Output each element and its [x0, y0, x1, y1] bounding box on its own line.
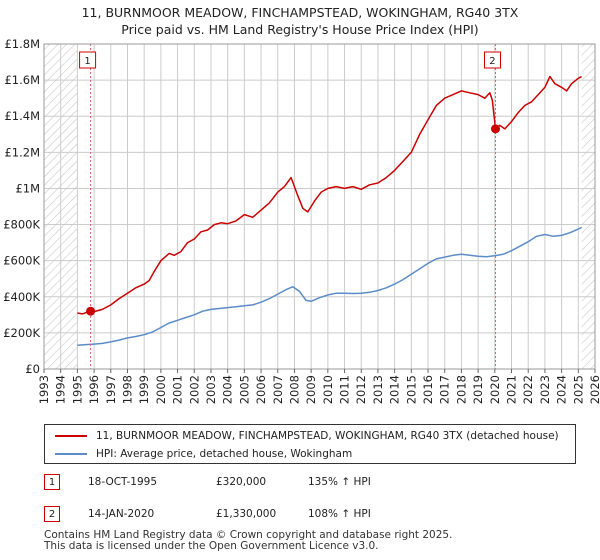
legend-label-hpi: HPI: Average price, detached house, Woki… [96, 448, 353, 460]
sale-price-1: £320,000 [216, 476, 267, 488]
x-tick-label: 2001 [171, 375, 185, 404]
x-tick-label: 2010 [321, 375, 335, 404]
sale-row-2: 2 14-JAN-2020 £1,330,000 108% ↑ HPI [44, 506, 584, 524]
legend-item-hpi: HPI: Average price, detached house, Woki… [55, 445, 352, 463]
legend-swatch-hpi [55, 453, 87, 455]
x-tick-label: 2025 [571, 375, 585, 404]
x-tick-label: 2009 [304, 375, 318, 404]
y-tick-label: £600K [3, 254, 40, 268]
sale-date-2: 14-JAN-2020 [88, 508, 155, 520]
footer-copyright: Contains HM Land Registry data © Crown c… [44, 529, 453, 541]
chart-title: 11, BURNMOOR MEADOW, FINCHAMPSTEAD, WOKI… [0, 4, 600, 38]
x-tick-label: 2002 [187, 375, 201, 404]
sale-label-box-1 [79, 51, 97, 69]
x-tick-label: 2018 [454, 375, 468, 404]
sale-badge-2: 2 [44, 506, 60, 522]
x-tick-label: 2006 [254, 375, 268, 404]
x-tick-label: 2026 [588, 375, 600, 404]
sale-price-2: £1,330,000 [216, 508, 277, 520]
footer: Contains HM Land Registry data © Crown c… [44, 530, 452, 552]
legend-swatch-property [55, 435, 87, 437]
x-tick-label: 2007 [271, 375, 285, 404]
legend-label-property: 11, BURNMOOR MEADOW, FINCHAMPSTEAD, WOKI… [96, 430, 559, 442]
sale-hpi-2: 108% ↑ HPI [308, 508, 371, 520]
sale-badge-1: 1 [44, 474, 60, 490]
sale-date-1: 18-OCT-1995 [88, 476, 157, 488]
y-tick-label: £200K [3, 326, 40, 340]
x-tick-label: 2022 [521, 375, 535, 404]
x-tick-label: 2003 [204, 375, 218, 404]
y-tick-label: £800K [3, 218, 40, 232]
x-tick-label: 1994 [54, 375, 68, 404]
x-tick-label: 2011 [338, 375, 352, 404]
footer-licence: This data is licensed under the Open Gov… [44, 540, 379, 552]
y-tick-label: £0 [25, 362, 40, 376]
x-tick-label: 2020 [488, 375, 502, 404]
x-tick-label: 2008 [287, 375, 301, 404]
x-tick-label: 1996 [87, 375, 101, 404]
property-price-line [77, 75, 582, 315]
x-tick-label: 2014 [388, 375, 402, 404]
y-tick-label: £1M [15, 181, 40, 195]
y-tick-label: £1.6M [4, 73, 40, 87]
x-tick-label: 2012 [354, 375, 368, 404]
sale-label-text-2: 2 [489, 56, 495, 67]
chart-title-line2: Price paid vs. HM Land Registry's House … [121, 22, 479, 37]
y-tick-label: £1.2M [4, 145, 40, 159]
x-tick-label: 2023 [538, 375, 552, 404]
price-chart: 1 2 £0 £200K £400K £600K £800K £1M £1.2M £1.4M £1… [3, 37, 600, 404]
sale-point-2 [490, 124, 500, 134]
x-tick-label: 2013 [371, 375, 385, 404]
y-tick-label: £400K [3, 290, 40, 304]
hatch-region-end [581, 44, 595, 369]
legend-item-property: 11, BURNMOOR MEADOW, FINCHAMPSTEAD, WOKI… [55, 427, 559, 445]
sale-label-text-1: 1 [84, 56, 90, 67]
plot-background [44, 44, 595, 369]
x-tick-label: 1993 [37, 375, 51, 404]
x-tick-label: 2016 [421, 375, 435, 404]
y-tick-label: £1.8M [4, 37, 40, 51]
chart-title-line1: 11, BURNMOOR MEADOW, FINCHAMPSTEAD, WOKI… [81, 5, 519, 20]
x-tick-label: 2024 [555, 375, 569, 404]
x-tick-label: 1997 [104, 375, 118, 404]
x-tick-label: 2017 [438, 375, 452, 404]
x-tick-label: 2004 [221, 375, 235, 404]
sale-label-box-2 [483, 51, 501, 69]
x-tick-label: 1999 [137, 375, 151, 404]
x-tick-label: 2021 [505, 375, 519, 404]
plot-frame [43, 43, 596, 370]
sale-row-1: 1 18-OCT-1995 £320,000 135% ↑ HPI [44, 474, 584, 492]
x-tick-label: 2019 [471, 375, 485, 404]
x-tick-label: 1995 [70, 375, 84, 404]
y-tick-label: £1.4M [4, 109, 40, 123]
x-tick-label: 2005 [237, 375, 251, 404]
x-tick-label: 2000 [154, 375, 168, 404]
x-tick-label: 2015 [404, 375, 418, 404]
sale-hpi-1: 135% ↑ HPI [308, 476, 371, 488]
sale-point-1 [86, 306, 96, 316]
hpi-line [77, 226, 582, 346]
x-tick-label: 1998 [120, 375, 134, 404]
legend: 11, BURNMOOR MEADOW, FINCHAMPSTEAD, WOKI… [44, 424, 576, 464]
